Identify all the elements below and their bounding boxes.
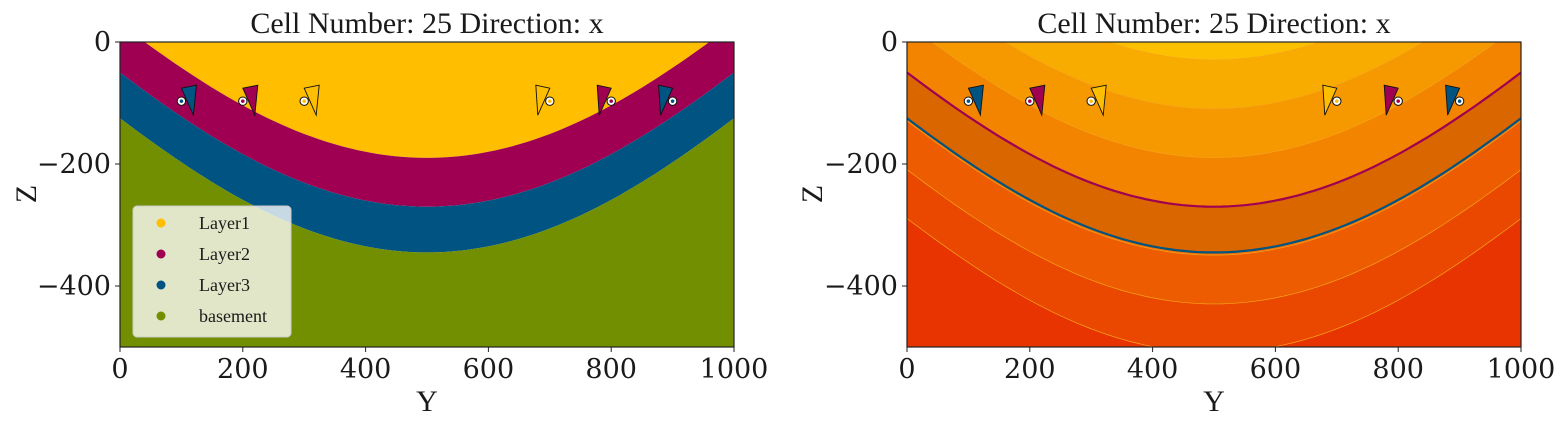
plot-frame bbox=[119, 41, 735, 348]
surface-point-core bbox=[609, 99, 613, 103]
y-tick-label: −400 bbox=[37, 271, 111, 302]
x-tick-label: 1000 bbox=[700, 354, 769, 385]
orientation-marker bbox=[596, 84, 612, 116]
scalar-band bbox=[1004, 42, 1424, 110]
surface-point-core bbox=[179, 99, 184, 103]
surface-points bbox=[176, 84, 678, 117]
orientation-marker bbox=[658, 84, 674, 116]
legend-swatch bbox=[156, 280, 166, 290]
y-tick-label: 0 bbox=[881, 27, 898, 58]
orientation-marker bbox=[303, 84, 320, 117]
scalar-band bbox=[931, 42, 1497, 158]
orientation-marker bbox=[180, 84, 197, 117]
chart-title: Cell Number: 25 Direction: x bbox=[1037, 7, 1390, 40]
legend-label: Layer2 bbox=[199, 244, 250, 264]
y-axis-label: Z bbox=[796, 185, 829, 203]
plot-frame bbox=[906, 41, 1522, 348]
x-tick-label: 200 bbox=[217, 354, 269, 385]
x-tick-label: 400 bbox=[1127, 354, 1179, 385]
x-tick-label: 0 bbox=[111, 354, 128, 385]
orientation-marker bbox=[1445, 84, 1461, 116]
axis-ticks: 0 200 400 600 800 1000 0 −200 −400 bbox=[37, 27, 769, 385]
surface-point-core bbox=[302, 99, 307, 103]
x-tick-label: 800 bbox=[1372, 354, 1424, 385]
surface-point-core bbox=[1089, 99, 1093, 103]
surface-point-core bbox=[1396, 99, 1400, 103]
orientation-marker bbox=[1029, 84, 1046, 117]
scalar-band bbox=[907, 170, 1521, 347]
orientation-marker bbox=[967, 84, 984, 117]
boundary-band bbox=[907, 72, 1521, 253]
orientation-marker bbox=[1090, 84, 1107, 117]
surface-point-core bbox=[241, 99, 245, 103]
surface-point-core bbox=[1335, 99, 1339, 103]
surface-point-core bbox=[1028, 99, 1032, 103]
orientation-marker bbox=[535, 84, 551, 116]
layer-band-layer1 bbox=[144, 42, 710, 158]
legend-label: Layer3 bbox=[199, 275, 250, 295]
legend: Layer1 Layer2 Layer3 basement bbox=[132, 205, 292, 338]
y-tick-label: −400 bbox=[824, 271, 898, 302]
boundary-line-layer3 bbox=[907, 117, 1521, 254]
x-axis-label: Y bbox=[1203, 385, 1225, 418]
legend-label: basement bbox=[199, 306, 267, 326]
scalar-band bbox=[907, 121, 1521, 305]
legend-swatch bbox=[156, 218, 166, 228]
orientation-marker bbox=[1383, 84, 1399, 116]
y-axis-label: Z bbox=[10, 185, 43, 203]
axis-ticks: 0 200 400 600 800 1000 0 −200 −400 bbox=[824, 27, 1556, 385]
scalar-band bbox=[907, 72, 1521, 256]
x-tick-label: 800 bbox=[585, 354, 637, 385]
scalar-field-plot: Cell Number: 25 Direction: x 0 200 400 600 8… bbox=[796, 7, 1556, 418]
surface-points bbox=[963, 84, 1465, 117]
x-tick-label: 200 bbox=[1004, 354, 1056, 385]
y-tick-label: −200 bbox=[37, 149, 111, 180]
legend-box bbox=[132, 205, 292, 338]
boundary-line-layer2 bbox=[907, 71, 1521, 208]
layer-band-layer2 bbox=[120, 42, 734, 207]
scalar-field-fill bbox=[907, 42, 1521, 347]
orientation-marker bbox=[242, 84, 259, 117]
legend-label: Layer1 bbox=[199, 213, 250, 233]
scalar-band bbox=[907, 42, 1521, 207]
x-tick-label: 400 bbox=[340, 354, 392, 385]
scalar-band bbox=[907, 218, 1521, 347]
surface-point-core bbox=[966, 99, 971, 103]
lithology-section-plot: Cell Number: 25 Direction: x 0 200 400 600 8… bbox=[10, 7, 769, 418]
x-axis-label: Y bbox=[416, 385, 438, 418]
y-tick-label: −200 bbox=[824, 149, 898, 180]
x-tick-label: 0 bbox=[898, 354, 915, 385]
y-tick-label: 0 bbox=[94, 27, 111, 58]
x-tick-label: 600 bbox=[463, 354, 515, 385]
orientation-marker bbox=[1322, 84, 1338, 116]
legend-swatch bbox=[156, 311, 166, 321]
chart-title: Cell Number: 25 Direction: x bbox=[250, 7, 603, 40]
x-tick-label: 1000 bbox=[1487, 354, 1556, 385]
surface-point-core bbox=[1457, 99, 1462, 103]
surface-point-core bbox=[548, 99, 552, 103]
surface-point-core bbox=[670, 99, 675, 103]
legend-swatch bbox=[156, 249, 166, 259]
x-tick-label: 600 bbox=[1250, 354, 1302, 385]
scalar-band bbox=[1106, 42, 1322, 61]
